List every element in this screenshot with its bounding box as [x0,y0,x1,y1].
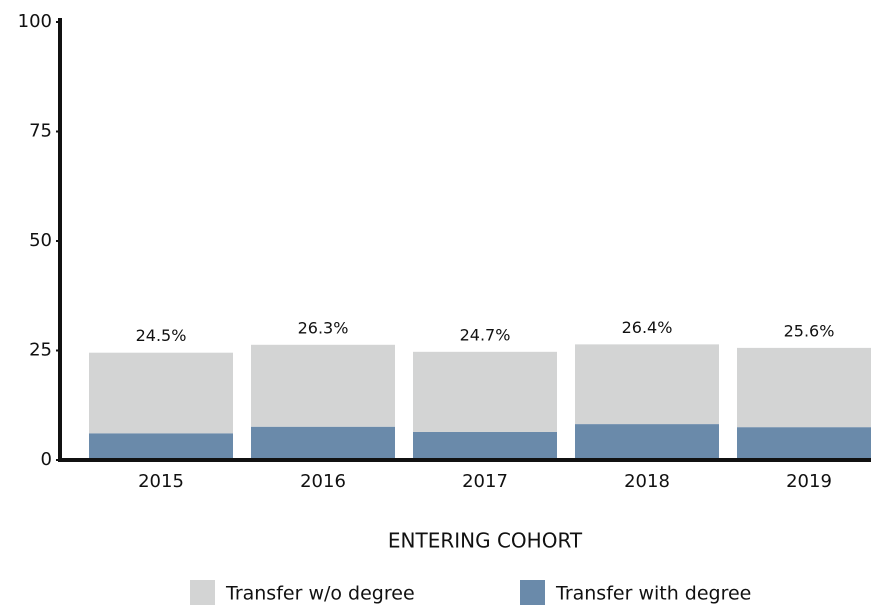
x-tick-label: 2017 [462,471,508,492]
y-tick-label: 100 [18,11,52,32]
x-tick-label: 2016 [300,471,346,492]
total-label: 26.4% [622,318,673,337]
bar-segment [89,433,233,460]
bar-segment [737,347,871,428]
bar-segment [575,424,719,460]
total-label: 25.6% [784,321,835,340]
bar-segment [413,431,557,460]
bar-segment [575,344,719,425]
bar-segment [413,351,557,432]
bar-segment [89,352,233,434]
total-label: 24.7% [460,325,511,344]
x-tick-label: 2015 [138,471,184,492]
total-label: 26.3% [298,318,349,337]
bar-segment [251,344,395,427]
legend-swatch [190,580,215,605]
legend-label: Transfer w/o degree [225,583,415,605]
y-tick-label: 50 [29,230,52,251]
y-tick-label: 75 [29,121,52,142]
y-tick-label: 0 [41,449,52,470]
x-axis-title: ENTERING COHORT [388,529,583,553]
y-tick-label: 25 [29,340,52,361]
x-tick-label: 2018 [624,471,670,492]
total-label: 24.5% [136,326,187,345]
bar-segment [737,427,871,460]
legend-swatch [520,580,545,605]
legend-label: Transfer with degree [555,583,751,605]
x-tick-label: 2019 [786,471,832,492]
bar-segment [251,426,395,460]
